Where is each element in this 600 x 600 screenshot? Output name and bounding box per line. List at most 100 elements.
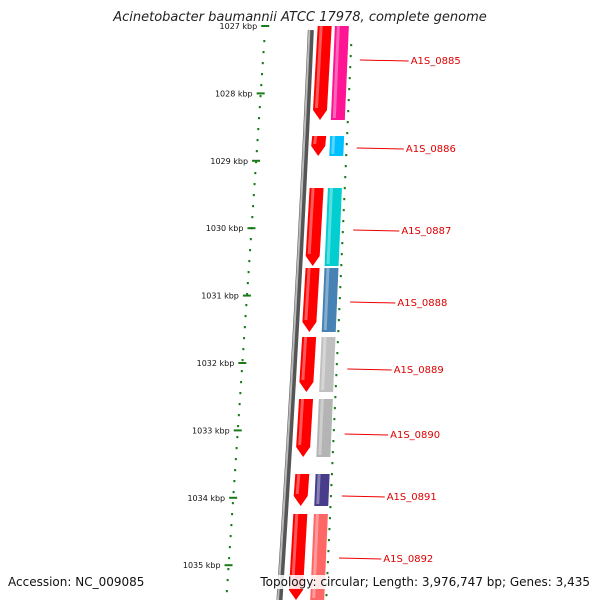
gene-label: A1S_0886	[406, 144, 456, 155]
tick-label: 1031 kbp	[201, 292, 239, 301]
ruler-dot	[225, 590, 228, 593]
ruler-dot	[336, 341, 339, 344]
tick-label: 1032 kbp	[197, 359, 235, 368]
ruler-dot	[235, 447, 238, 450]
cds-arrow	[311, 136, 327, 156]
cds-arrow-shine	[298, 399, 305, 445]
gene-block-shine	[316, 474, 321, 504]
cds-arrow	[305, 188, 324, 266]
ruler-dot	[251, 216, 254, 219]
tick-label: 1034 kbp	[187, 494, 225, 503]
ruler-dot	[342, 209, 345, 212]
ruler-dot	[240, 370, 243, 373]
backbone-rail	[276, 29, 314, 600]
ruler-dot	[234, 469, 237, 472]
ruler-dot	[334, 396, 337, 399]
gene-block	[316, 399, 333, 457]
tick-mark	[261, 25, 270, 27]
ruler-dot	[339, 286, 342, 289]
cds-arrow-shine	[313, 136, 318, 144]
ruler-dot	[333, 418, 336, 421]
ruler-dot	[347, 99, 350, 102]
accession-text: Accession: NC_009085	[8, 575, 145, 589]
ruler-dot	[249, 249, 252, 252]
ruler-dot	[328, 517, 331, 520]
ruler-dot	[327, 539, 330, 542]
ruler-dot	[344, 165, 347, 168]
ruler-dot	[231, 502, 234, 505]
ruler-dot	[230, 524, 233, 527]
tick-label: 1030 kbp	[206, 224, 244, 233]
ruler-dot	[335, 363, 338, 366]
ruler-dot	[331, 451, 334, 454]
label-leader-line	[347, 368, 392, 371]
cds-arrow	[299, 337, 317, 392]
gene-block-shine	[332, 26, 340, 118]
ruler-dot	[345, 154, 348, 157]
backbone-highlight	[277, 29, 311, 600]
ruler-dot	[343, 187, 346, 190]
cds-arrow	[296, 399, 314, 457]
gene-block-shine	[323, 268, 330, 330]
cds-arrow	[313, 26, 332, 120]
gene-block-shine	[326, 188, 333, 264]
tick-mark	[256, 92, 265, 95]
label-leader-line	[353, 229, 400, 232]
tick-label: 1027 kbp	[220, 22, 258, 31]
ruler-dot	[349, 66, 352, 69]
ruler-dot	[253, 183, 256, 186]
ruler-dot	[249, 238, 252, 241]
ruler-dot	[331, 462, 334, 465]
ruler-dot	[240, 381, 243, 384]
gene-track	[289, 26, 349, 600]
tick-mark	[252, 159, 261, 162]
ruler-dot	[327, 550, 330, 553]
ruler-dot	[261, 73, 264, 76]
label-leader-line	[359, 59, 409, 62]
ruler-dot	[261, 62, 264, 65]
ruler-dot	[335, 374, 338, 377]
ruler-dot	[325, 594, 328, 597]
ruler-dot	[236, 436, 239, 439]
gene-block	[321, 268, 339, 332]
gene-block-shine	[321, 337, 327, 390]
ruler-dot	[245, 304, 248, 307]
ruler-dot	[248, 260, 251, 263]
gene-label: A1S_0892	[383, 554, 433, 565]
ruler-dot	[339, 275, 342, 278]
gene-block	[330, 26, 349, 120]
ruler-dot	[255, 150, 258, 153]
ruler-dot	[246, 282, 249, 285]
ruler-dot	[329, 506, 332, 509]
tick-label: 1033 kbp	[192, 426, 230, 435]
ruler-dot	[258, 106, 261, 109]
gene-block-shine	[331, 136, 336, 154]
label-leader-line	[350, 301, 396, 304]
ruler-dot	[340, 253, 343, 256]
ruler-dot	[263, 40, 266, 43]
tick-mark	[247, 227, 256, 230]
ruler-dot	[227, 568, 230, 571]
ruler-dot	[255, 161, 258, 164]
ruler-dot	[229, 535, 232, 538]
cds-arrow-shine	[301, 337, 308, 380]
ruler-dot	[234, 458, 237, 461]
ruler-dot	[341, 242, 344, 245]
ruler-dot	[330, 473, 333, 476]
ruler-dot	[246, 293, 249, 296]
gene-block	[314, 474, 330, 506]
ruler-dot	[237, 414, 240, 417]
ruler-dot	[254, 172, 257, 175]
tick-mark	[238, 362, 247, 364]
ruler-dot	[258, 117, 261, 120]
ruler-dot	[252, 194, 255, 197]
tick-label: 1029 kbp	[210, 157, 248, 166]
ruler-dot	[260, 84, 263, 87]
gene-block-shine	[318, 399, 324, 455]
ruler-dot	[330, 484, 333, 487]
tick-label: 1028 kbp	[215, 89, 253, 98]
ruler-dot	[231, 513, 234, 516]
ruler-dot	[337, 319, 340, 322]
tick-mark	[233, 429, 242, 432]
cds-arrow-shine	[307, 188, 315, 254]
